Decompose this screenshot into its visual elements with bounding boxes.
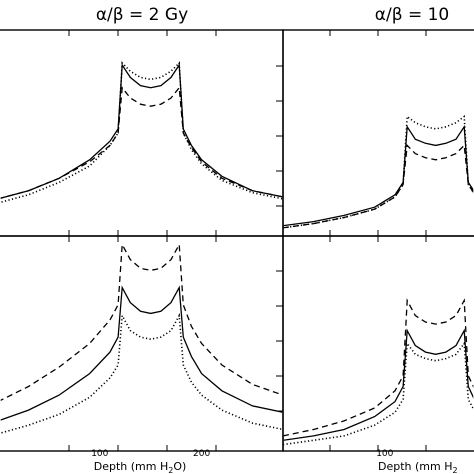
xlabel-left: Depth (mm H2O) [94,460,187,474]
xtick-label-100-bottom-right: 100 [376,449,393,459]
series-dotted-top-right [283,114,474,229]
series-solid-top-right [283,124,474,227]
series-solid-top-left [0,63,283,199]
xlabel-right: Depth (mm H2 [378,460,458,474]
plot-bottom-left [0,242,283,434]
axis-ticks [68,30,427,451]
plot-top-left [0,61,283,204]
title-right: α/β = 10 [375,5,449,25]
series-dashed-bottom-right [283,298,474,437]
series-dashed-top-right [283,143,474,229]
xtick-label-200-bottom-left: 200 [193,449,210,459]
series-dotted-top-left [0,61,283,204]
series-solid-bottom-right [283,328,474,441]
panel-frame-bottom-left [0,235,284,452]
series-dotted-bottom-left [0,312,283,434]
panel-frame-top-left [0,29,284,237]
plot-bottom-right [283,298,474,446]
title-left: α/β = 2 Gy [96,5,188,25]
plot-top-right [283,114,474,229]
xtick-label-100-bottom-left: 100 [91,449,108,459]
series-dotted-bottom-right [283,341,474,446]
series-solid-bottom-left [0,285,283,421]
panel-frame-bottom-right [282,235,474,452]
series-dashed-bottom-left [0,242,283,401]
series-dashed-top-left [0,86,283,199]
